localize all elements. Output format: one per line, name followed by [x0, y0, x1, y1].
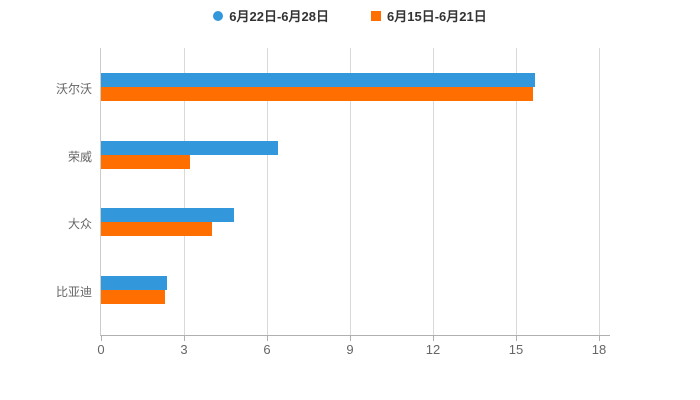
x-axis-tick-label: 15	[508, 342, 524, 357]
x-axis-tick-label: 18	[591, 342, 607, 357]
x-axis-tick	[184, 336, 185, 341]
x-axis-tick-label: 9	[346, 342, 354, 357]
legend-series1-marker-icon	[213, 10, 224, 21]
x-axis-tick-label: 0	[97, 342, 105, 357]
y-axis-category-labels: 沃尔沃荣威大众比亚迪	[0, 0, 92, 400]
x-axis-tick-label: 6	[263, 342, 271, 357]
bar-大众-6月15日-6月21日[interactable]	[101, 222, 212, 236]
gridline	[516, 48, 517, 335]
bar-比亚迪-6月15日-6月21日[interactable]	[101, 290, 165, 304]
x-axis-tick	[350, 336, 351, 341]
legend: 6月22日-6月28日 6月15日-6月21日	[0, 6, 700, 25]
category-label: 比亚迪	[55, 285, 92, 299]
legend-item-jun15-jun21[interactable]: 6月15日-6月21日	[371, 6, 487, 25]
x-axis-tick-label: 12	[425, 342, 441, 357]
category-label: 沃尔沃	[55, 82, 92, 96]
plot-area: 0 3 6 9 12 15 18	[97, 48, 610, 357]
legend-series2-marker-icon	[371, 10, 381, 21]
gridline	[599, 48, 600, 335]
gridline	[267, 48, 268, 335]
bar-荣威-6月22日-6月28日[interactable]	[101, 141, 279, 155]
bar-比亚迪-6月22日-6月28日[interactable]	[101, 276, 168, 290]
bar-荣威-6月15日-6月21日[interactable]	[101, 155, 190, 169]
bar-沃尔沃-6月15日-6月21日[interactable]	[101, 87, 533, 101]
gridline	[350, 48, 351, 335]
x-axis-tick	[433, 336, 434, 341]
x-axis-tick	[267, 336, 268, 341]
x-axis-tick	[516, 336, 517, 341]
x-axis-tick-label: 3	[180, 342, 188, 357]
category-label: 大众	[67, 217, 92, 231]
category-label: 荣威	[67, 150, 92, 164]
bar-大众-6月22日-6月28日[interactable]	[101, 208, 234, 222]
legend-item-jun22-jun28[interactable]: 6月22日-6月28日	[213, 6, 329, 25]
gridline	[184, 48, 185, 335]
legend-series2-label: 6月15日-6月21日	[387, 9, 487, 24]
gridline	[433, 48, 434, 335]
x-axis-tick	[599, 336, 600, 341]
legend-series1-label: 6月22日-6月28日	[229, 9, 329, 24]
bar-沃尔沃-6月22日-6月28日[interactable]	[101, 73, 536, 87]
x-axis-tick	[101, 336, 102, 341]
